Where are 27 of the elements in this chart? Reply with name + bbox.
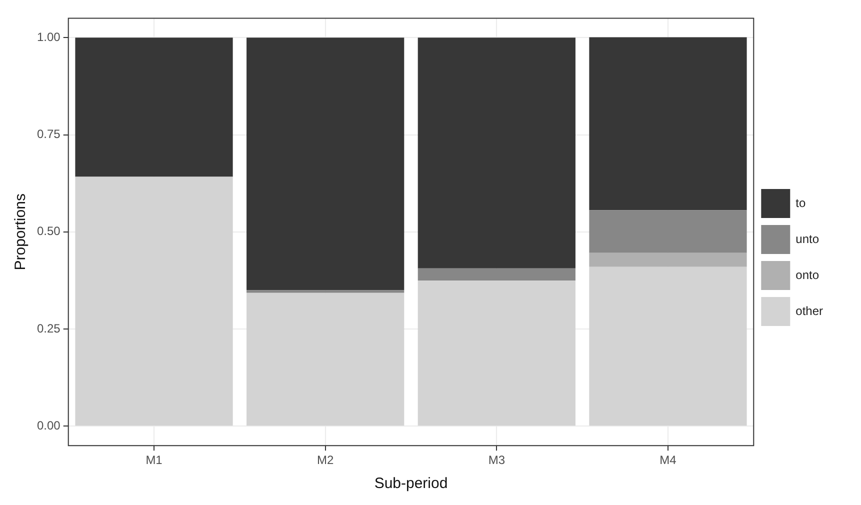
y-tick-label: 0.75 — [36, 127, 61, 142]
y-tick-label: 0.25 — [36, 321, 61, 336]
x-tick-label: M3 — [488, 453, 506, 468]
y-tick-label: 1.00 — [36, 30, 61, 44]
x-tick-label: M1 — [146, 453, 163, 468]
bar — [589, 37, 747, 210]
legend-label: unto — [796, 232, 820, 246]
x-axis-title: Sub-period — [374, 475, 448, 492]
bar — [75, 176, 233, 426]
bar — [589, 210, 747, 253]
x-tick-label: M2 — [317, 453, 334, 468]
bar — [589, 252, 747, 267]
legend-label: onto — [796, 268, 820, 282]
bar — [246, 290, 404, 293]
y-tick-label: 0.00 — [36, 418, 61, 432]
bar — [75, 38, 233, 177]
bar — [418, 268, 576, 280]
bar — [418, 38, 576, 268]
bar — [418, 280, 576, 426]
bar — [589, 266, 747, 426]
legend-label: to — [796, 196, 806, 210]
y-tick-label: 0.50 — [36, 224, 61, 238]
legend-label: other — [796, 304, 824, 318]
y-axis-title: Proportions — [12, 194, 30, 270]
bar — [246, 292, 404, 426]
bar — [246, 38, 404, 290]
x-tick-label: M4 — [660, 453, 677, 468]
